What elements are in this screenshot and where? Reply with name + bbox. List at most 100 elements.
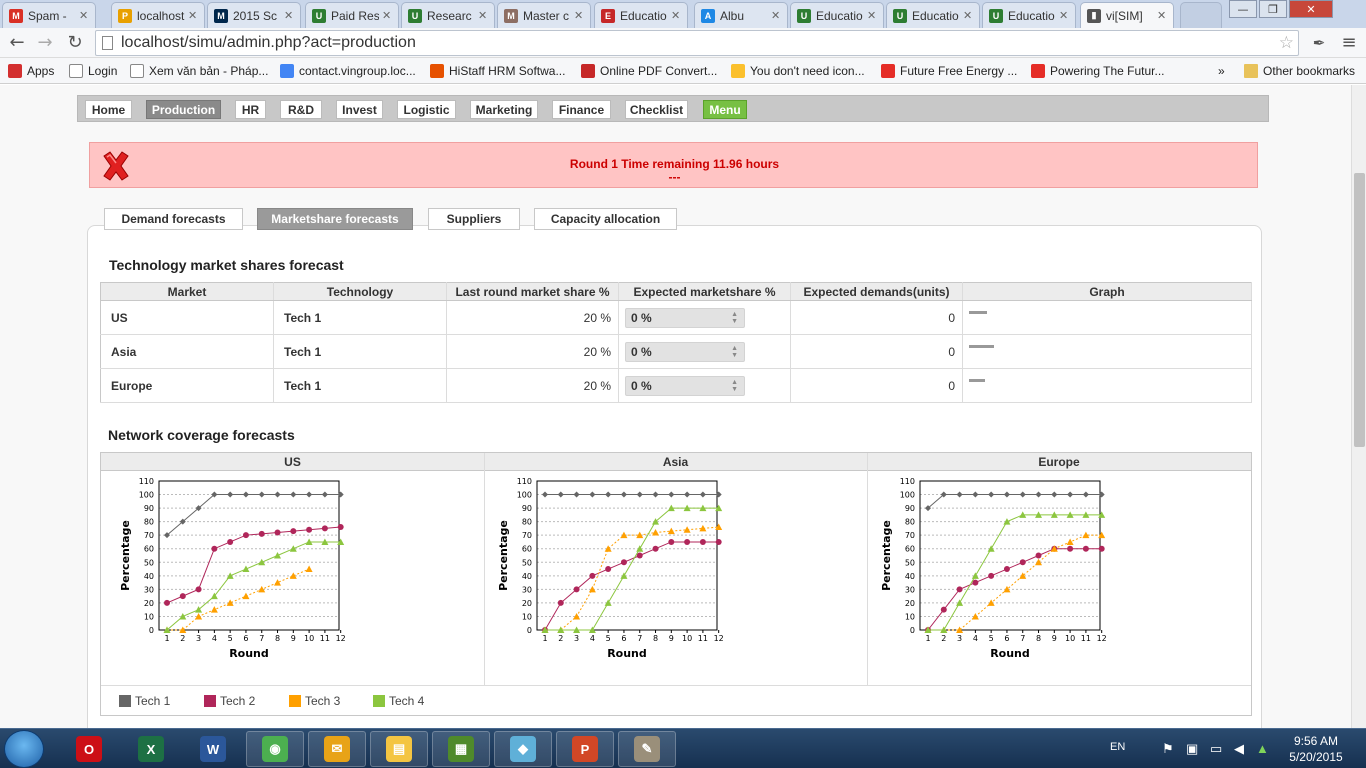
browser-tab[interactable]: M Spam - ✕ [2,2,96,28]
bookmark-item[interactable]: contact.vingroup.loc... [280,62,416,80]
tab-close-icon[interactable]: ✕ [771,10,781,22]
volume-icon[interactable]: ◀ [1234,741,1244,756]
minimize-button[interactable]: — [1229,0,1257,18]
taskbar-app[interactable]: ✉ [308,731,366,767]
x-tick-label: 7 [259,634,264,643]
forward-arrow-icon[interactable]: → [37,32,53,53]
bookmark-item[interactable]: You don't need icon... [731,62,865,80]
taskbar-app[interactable]: ▦ [432,731,490,767]
taskbar-app[interactable]: P [556,731,614,767]
taskbar-app[interactable]: ✎ [618,731,676,767]
address-bar[interactable]: localhost/simu/admin.php?act=production … [95,30,1299,56]
menu-item-home[interactable]: Home [85,100,132,119]
menu-hamburger-icon[interactable]: ≡ [1341,32,1357,53]
language-indicator[interactable]: EN [1110,741,1126,753]
menu-item-hr[interactable]: HR [235,100,266,119]
subtab-capacity-allocation[interactable]: Capacity allocation [534,208,677,230]
taskbar-app[interactable]: O [60,731,118,767]
menu-item-finance[interactable]: Finance [552,100,611,119]
x-tick-label: 6 [243,634,248,643]
tab-close-icon[interactable]: ✕ [478,10,488,22]
bookmark-item[interactable]: Login [69,62,117,80]
bookmark-item[interactable]: Xem văn bản - Pháp... [130,62,268,80]
data-point [940,606,947,613]
menu-item-checklist[interactable]: Checklist [625,100,688,119]
taskbar-app[interactable]: X [122,731,180,767]
bookmark-star-icon[interactable]: ☆ [1278,33,1294,53]
new-tab-button[interactable] [1180,2,1222,28]
subtab-demand-forecasts[interactable]: Demand forecasts [104,208,243,230]
scrollbar-thumb[interactable] [1354,173,1365,447]
tab-close-icon[interactable]: ✕ [1059,10,1069,22]
other-bookmarks[interactable]: Other bookmarks [1244,62,1355,80]
bookmark-item[interactable]: HiStaff HRM Softwa... [430,62,565,80]
menu-item-logistic[interactable]: Logistic [397,100,456,119]
data-point [620,559,627,566]
tab-close-icon[interactable]: ✕ [671,10,681,22]
tab-close-icon[interactable]: ✕ [382,10,392,22]
tab-close-icon[interactable]: ✕ [1157,10,1167,22]
legend-item[interactable]: Tech 3 [289,694,340,708]
browser-tab[interactable]: U Educatio ✕ [886,2,980,28]
system-clock[interactable]: 9:56 AM 5/20/2015 [1284,733,1348,765]
browser-tab[interactable]: U Paid Res ✕ [305,2,399,28]
bookmark-item[interactable]: Future Free Energy ... [881,62,1017,80]
start-button[interactable] [4,730,44,768]
data-point [667,504,675,512]
legend-item[interactable]: Tech 2 [204,694,255,708]
spinner-arrows-icon[interactable]: ▲ ▼ [731,310,738,325]
browser-tab[interactable]: U Researc ✕ [401,2,495,28]
bookmark-item[interactable]: Online PDF Convert... [581,62,717,80]
spinner-arrows-icon[interactable]: ▲ ▼ [731,344,738,359]
maximize-button[interactable]: ❐ [1259,0,1287,18]
spinner-arrows-icon[interactable]: ▲ ▼ [731,378,738,393]
back-arrow-icon[interactable]: ← [9,32,25,53]
taskbar-app[interactable]: W [184,731,242,767]
browser-tab[interactable]: M Master c ✕ [497,2,591,28]
expected-share-spinner[interactable]: 0 % ▲ ▼ [625,375,745,396]
browser-tab[interactable]: A Albu ✕ [694,2,788,28]
page-scrollbar[interactable] [1351,85,1366,728]
drive-icon[interactable]: ▲ [1256,741,1269,756]
taskbar-app[interactable]: ◆ [494,731,552,767]
url-text[interactable]: localhost/simu/admin.php?act=production [121,34,416,51]
browser-tab[interactable]: M 2015 Sc ✕ [207,2,301,28]
browser-tab[interactable]: U Educatio ✕ [982,2,1076,28]
browser-tab[interactable]: E Educatio ✕ [594,2,688,28]
data-point [1019,511,1027,518]
more-bookmarks-button[interactable]: » [1218,64,1225,78]
tab-close-icon[interactable]: ✕ [963,10,973,22]
legend-item[interactable]: Tech 1 [119,694,170,708]
bookmark-item[interactable]: Apps [8,62,54,80]
network-icon[interactable]: ▭ [1210,741,1223,756]
menu-item-r-d[interactable]: R&D [280,100,322,119]
legend-item[interactable]: Tech 4 [373,694,424,708]
x-tick-label: 7 [637,634,642,643]
devices-icon[interactable]: ▣ [1186,741,1199,756]
browser-tab[interactable]: ▮ vi[SIM] ✕ [1080,2,1174,28]
tab-close-icon[interactable]: ✕ [574,10,584,22]
browser-tab[interactable]: U Educatio ✕ [790,2,884,28]
bookmark-item[interactable]: Powering The Futur... [1031,62,1165,80]
subtab-marketshare-forecasts[interactable]: Marketshare forecasts [257,208,413,230]
close-window-button[interactable]: ✕ [1289,0,1333,18]
expected-share-spinner[interactable]: 0 % ▲ ▼ [625,307,745,328]
menu-item-marketing[interactable]: Marketing [470,100,538,119]
taskbar-app[interactable]: ▤ [370,731,428,767]
menu-item-menu[interactable]: Menu [703,100,747,119]
tab-close-icon[interactable]: ✕ [284,10,294,22]
tab-close-icon[interactable]: ✕ [79,10,89,22]
data-point [211,491,218,498]
flag-icon[interactable]: ⚑ [1162,741,1174,756]
reload-icon[interactable]: ↻ [67,32,83,53]
expected-share-spinner[interactable]: 0 % ▲ ▼ [625,341,745,362]
tab-close-icon[interactable]: ✕ [867,10,877,22]
menu-item-production[interactable]: Production [146,100,221,119]
menu-item-invest[interactable]: Invest [336,100,383,119]
taskbar-app[interactable]: ◉ [246,731,304,767]
data-point [242,592,250,600]
tab-close-icon[interactable]: ✕ [188,10,198,22]
subtab-suppliers[interactable]: Suppliers [428,208,520,230]
eyedropper-icon[interactable]: ✒ [1312,34,1326,52]
